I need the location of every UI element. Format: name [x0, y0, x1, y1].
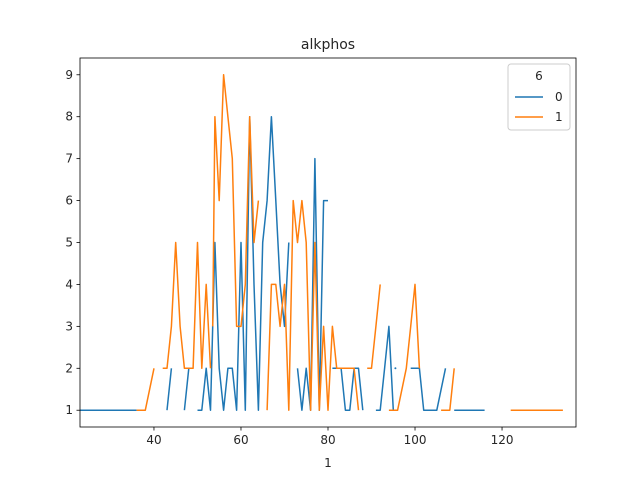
y-tick-label: 3	[65, 319, 73, 333]
series-1-line-segment	[441, 368, 455, 411]
series-1-line-segment	[367, 284, 381, 370]
x-tick-label: 40	[146, 433, 161, 447]
series-1-line-segment	[162, 241, 212, 370]
x-tick-label: 100	[404, 433, 427, 447]
x-tick-label: 80	[320, 433, 335, 447]
legend: 6 0 1	[507, 63, 571, 131]
series-1-line-segment	[136, 368, 155, 411]
y-tick-label: 5	[65, 236, 73, 250]
y-tick-label: 7	[65, 152, 73, 166]
x-tick-label: 60	[233, 433, 248, 447]
series-0-line-segment	[410, 367, 447, 411]
plot-area	[80, 74, 563, 411]
y-tick-label: 9	[65, 68, 73, 82]
y-tick-label: 6	[65, 194, 73, 208]
y-tick-label: 2	[65, 361, 73, 375]
chart-title: alkphos	[301, 37, 355, 53]
series-1-line-segment	[266, 199, 360, 411]
series-1-line-segment	[388, 283, 421, 411]
legend-title: 6	[535, 69, 543, 83]
x-tick-label: 120	[491, 433, 514, 447]
legend-label-series-0: 0	[555, 90, 563, 104]
x-axis-label: 1	[324, 456, 332, 470]
y-tick-label: 4	[65, 277, 73, 291]
y-tick-label: 1	[65, 403, 73, 417]
series-0-line-segment	[375, 325, 395, 411]
series-1-line-segment	[211, 74, 260, 328]
series-0-line-segment	[166, 368, 173, 411]
y-tick-label: 8	[65, 110, 73, 124]
series-0-point	[394, 367, 397, 370]
legend-label-series-1: 1	[555, 110, 563, 124]
series-0-line-segment	[296, 157, 328, 411]
